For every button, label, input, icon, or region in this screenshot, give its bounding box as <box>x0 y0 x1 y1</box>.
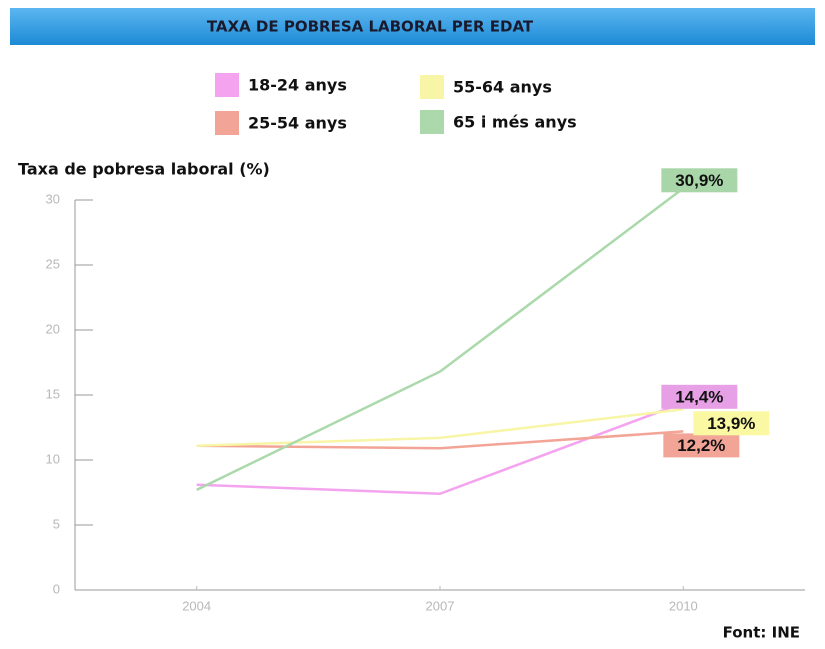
legend-label: 65 i més anys <box>453 113 577 132</box>
value-label: 30,9% <box>675 171 723 190</box>
legend-swatch <box>420 75 444 99</box>
y-tick-label: 10 <box>46 451 60 466</box>
y-tick-label: 30 <box>46 191 60 206</box>
y-axis-title: Taxa de pobresa laboral (%) <box>18 160 270 179</box>
x-tick-label: 2007 <box>426 598 455 613</box>
value-label-bg <box>661 168 738 193</box>
legend-swatch <box>215 111 239 135</box>
y-tick-label: 20 <box>46 321 60 336</box>
y-tick-label: 0 <box>53 581 60 596</box>
x-tick-label: 2010 <box>669 598 698 613</box>
x-tick-label: 2004 <box>182 598 211 613</box>
series-line <box>196 401 684 496</box>
legend-swatch <box>420 110 444 134</box>
legend-swatch <box>215 73 239 97</box>
value-label: 12,2% <box>677 436 725 455</box>
value-label-bg <box>663 433 740 458</box>
value-label: 13,9% <box>707 414 755 433</box>
legend-label: 18-24 anys <box>248 76 347 95</box>
legend-label: 55-64 anys <box>453 78 552 97</box>
series-line <box>196 430 684 450</box>
y-tick-label: 15 <box>46 386 60 401</box>
y-tick-label: 25 <box>46 256 60 271</box>
source-note: Font: INE <box>723 624 800 642</box>
value-label: 14,4% <box>675 387 723 406</box>
title-bar <box>10 8 815 45</box>
series-line <box>196 408 684 447</box>
chart-title: TAXA DE POBRESA LABORAL PER EDAT <box>207 18 534 36</box>
y-tick-label: 5 <box>53 516 60 531</box>
legend-label: 25-54 anys <box>248 114 347 133</box>
value-label-bg <box>661 384 738 409</box>
series-line <box>196 187 685 492</box>
value-label-bg <box>693 411 770 436</box>
